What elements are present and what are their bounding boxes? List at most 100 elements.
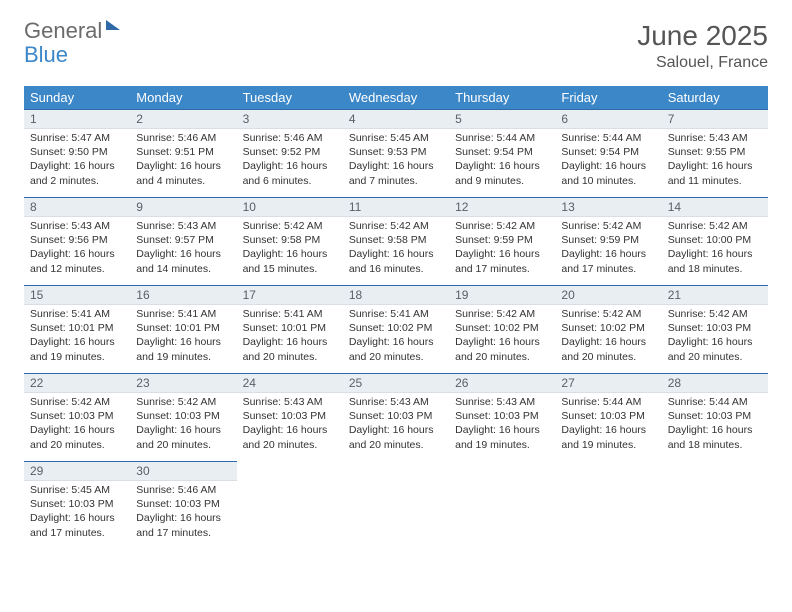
sunset-text: Sunset: 10:03 PM bbox=[349, 409, 443, 423]
sunrise-text: Sunrise: 5:42 AM bbox=[561, 307, 655, 321]
day-details: Sunrise: 5:44 AMSunset: 9:54 PMDaylight:… bbox=[449, 129, 555, 192]
calendar-day-cell bbox=[662, 462, 768, 550]
sunset-text: Sunset: 10:02 PM bbox=[349, 321, 443, 335]
sunrise-text: Sunrise: 5:46 AM bbox=[243, 131, 337, 145]
calendar-day-cell bbox=[449, 462, 555, 550]
day-details: Sunrise: 5:45 AMSunset: 10:03 PMDaylight… bbox=[24, 481, 130, 544]
sunset-text: Sunset: 9:51 PM bbox=[136, 145, 230, 159]
daylight-text: Daylight: 16 hours and 19 minutes. bbox=[561, 423, 655, 451]
daylight-text: Daylight: 16 hours and 17 minutes. bbox=[561, 247, 655, 275]
calendar-day-cell: 25Sunrise: 5:43 AMSunset: 10:03 PMDaylig… bbox=[343, 374, 449, 462]
sunset-text: Sunset: 10:01 PM bbox=[243, 321, 337, 335]
daylight-text: Daylight: 16 hours and 18 minutes. bbox=[668, 247, 762, 275]
calendar-day-cell: 5Sunrise: 5:44 AMSunset: 9:54 PMDaylight… bbox=[449, 110, 555, 198]
calendar-day-cell: 1Sunrise: 5:47 AMSunset: 9:50 PMDaylight… bbox=[24, 110, 130, 198]
sunset-text: Sunset: 10:02 PM bbox=[455, 321, 549, 335]
logo-line2: Blue bbox=[24, 42, 68, 68]
calendar-day-cell: 16Sunrise: 5:41 AMSunset: 10:01 PMDaylig… bbox=[130, 286, 236, 374]
day-details: Sunrise: 5:42 AMSunset: 10:03 PMDaylight… bbox=[130, 393, 236, 456]
day-details: Sunrise: 5:42 AMSunset: 9:58 PMDaylight:… bbox=[343, 217, 449, 280]
sunset-text: Sunset: 9:52 PM bbox=[243, 145, 337, 159]
calendar-week-row: 22Sunrise: 5:42 AMSunset: 10:03 PMDaylig… bbox=[24, 374, 768, 462]
day-details: Sunrise: 5:46 AMSunset: 9:52 PMDaylight:… bbox=[237, 129, 343, 192]
header: General June 2025 Salouel, France bbox=[24, 20, 768, 72]
calendar-week-row: 1Sunrise: 5:47 AMSunset: 9:50 PMDaylight… bbox=[24, 110, 768, 198]
day-number: 5 bbox=[449, 110, 555, 129]
daylight-text: Daylight: 16 hours and 19 minutes. bbox=[455, 423, 549, 451]
calendar-day-cell: 29Sunrise: 5:45 AMSunset: 10:03 PMDaylig… bbox=[24, 462, 130, 550]
sunset-text: Sunset: 10:03 PM bbox=[668, 409, 762, 423]
col-monday: Monday bbox=[130, 86, 236, 110]
day-number: 16 bbox=[130, 286, 236, 305]
day-number: 1 bbox=[24, 110, 130, 129]
daylight-text: Daylight: 16 hours and 14 minutes. bbox=[136, 247, 230, 275]
day-details: Sunrise: 5:42 AMSunset: 10:03 PMDaylight… bbox=[662, 305, 768, 368]
day-details: Sunrise: 5:43 AMSunset: 9:55 PMDaylight:… bbox=[662, 129, 768, 192]
sunrise-text: Sunrise: 5:42 AM bbox=[561, 219, 655, 233]
day-number: 14 bbox=[662, 198, 768, 217]
day-number: 23 bbox=[130, 374, 236, 393]
day-number: 20 bbox=[555, 286, 661, 305]
daylight-text: Daylight: 16 hours and 17 minutes. bbox=[455, 247, 549, 275]
calendar-table: Sunday Monday Tuesday Wednesday Thursday… bbox=[24, 86, 768, 550]
sunrise-text: Sunrise: 5:46 AM bbox=[136, 131, 230, 145]
calendar-day-cell bbox=[237, 462, 343, 550]
calendar-week-row: 29Sunrise: 5:45 AMSunset: 10:03 PMDaylig… bbox=[24, 462, 768, 550]
daylight-text: Daylight: 16 hours and 20 minutes. bbox=[455, 335, 549, 363]
daylight-text: Daylight: 16 hours and 20 minutes. bbox=[243, 423, 337, 451]
sunrise-text: Sunrise: 5:45 AM bbox=[349, 131, 443, 145]
day-number: 10 bbox=[237, 198, 343, 217]
day-number: 8 bbox=[24, 198, 130, 217]
day-number: 21 bbox=[662, 286, 768, 305]
sunrise-text: Sunrise: 5:42 AM bbox=[243, 219, 337, 233]
day-details: Sunrise: 5:45 AMSunset: 9:53 PMDaylight:… bbox=[343, 129, 449, 192]
daylight-text: Daylight: 16 hours and 19 minutes. bbox=[30, 335, 124, 363]
sunrise-text: Sunrise: 5:45 AM bbox=[30, 483, 124, 497]
sunrise-text: Sunrise: 5:44 AM bbox=[561, 395, 655, 409]
calendar-day-cell: 24Sunrise: 5:43 AMSunset: 10:03 PMDaylig… bbox=[237, 374, 343, 462]
daylight-text: Daylight: 16 hours and 15 minutes. bbox=[243, 247, 337, 275]
day-number: 24 bbox=[237, 374, 343, 393]
sunset-text: Sunset: 9:56 PM bbox=[30, 233, 124, 247]
day-details: Sunrise: 5:41 AMSunset: 10:01 PMDaylight… bbox=[130, 305, 236, 368]
calendar-week-row: 8Sunrise: 5:43 AMSunset: 9:56 PMDaylight… bbox=[24, 198, 768, 286]
daylight-text: Daylight: 16 hours and 2 minutes. bbox=[30, 159, 124, 187]
sunset-text: Sunset: 9:58 PM bbox=[243, 233, 337, 247]
sunset-text: Sunset: 10:03 PM bbox=[30, 409, 124, 423]
calendar-day-cell: 28Sunrise: 5:44 AMSunset: 10:03 PMDaylig… bbox=[662, 374, 768, 462]
calendar-day-cell bbox=[555, 462, 661, 550]
calendar-day-cell: 17Sunrise: 5:41 AMSunset: 10:01 PMDaylig… bbox=[237, 286, 343, 374]
sunset-text: Sunset: 9:57 PM bbox=[136, 233, 230, 247]
daylight-text: Daylight: 16 hours and 4 minutes. bbox=[136, 159, 230, 187]
day-number: 29 bbox=[24, 462, 130, 481]
daylight-text: Daylight: 16 hours and 17 minutes. bbox=[136, 511, 230, 539]
day-number: 6 bbox=[555, 110, 661, 129]
calendar-body: 1Sunrise: 5:47 AMSunset: 9:50 PMDaylight… bbox=[24, 110, 768, 550]
logo: General bbox=[24, 20, 120, 42]
day-details: Sunrise: 5:41 AMSunset: 10:01 PMDaylight… bbox=[24, 305, 130, 368]
day-number: 17 bbox=[237, 286, 343, 305]
sunset-text: Sunset: 9:50 PM bbox=[30, 145, 124, 159]
month-title: June 2025 bbox=[637, 20, 768, 52]
day-details: Sunrise: 5:42 AMSunset: 10:02 PMDaylight… bbox=[449, 305, 555, 368]
col-tuesday: Tuesday bbox=[237, 86, 343, 110]
calendar-week-row: 15Sunrise: 5:41 AMSunset: 10:01 PMDaylig… bbox=[24, 286, 768, 374]
day-details: Sunrise: 5:43 AMSunset: 9:57 PMDaylight:… bbox=[130, 217, 236, 280]
daylight-text: Daylight: 16 hours and 20 minutes. bbox=[561, 335, 655, 363]
daylight-text: Daylight: 16 hours and 20 minutes. bbox=[349, 335, 443, 363]
calendar-day-cell: 22Sunrise: 5:42 AMSunset: 10:03 PMDaylig… bbox=[24, 374, 130, 462]
day-details: Sunrise: 5:42 AMSunset: 9:59 PMDaylight:… bbox=[555, 217, 661, 280]
day-number: 7 bbox=[662, 110, 768, 129]
daylight-text: Daylight: 16 hours and 18 minutes. bbox=[668, 423, 762, 451]
day-details: Sunrise: 5:42 AMSunset: 9:58 PMDaylight:… bbox=[237, 217, 343, 280]
sunrise-text: Sunrise: 5:44 AM bbox=[668, 395, 762, 409]
sunset-text: Sunset: 9:59 PM bbox=[561, 233, 655, 247]
sunset-text: Sunset: 10:03 PM bbox=[243, 409, 337, 423]
sunrise-text: Sunrise: 5:42 AM bbox=[455, 307, 549, 321]
sunrise-text: Sunrise: 5:43 AM bbox=[349, 395, 443, 409]
calendar-day-cell: 27Sunrise: 5:44 AMSunset: 10:03 PMDaylig… bbox=[555, 374, 661, 462]
calendar-day-cell: 2Sunrise: 5:46 AMSunset: 9:51 PMDaylight… bbox=[130, 110, 236, 198]
sunset-text: Sunset: 10:03 PM bbox=[136, 497, 230, 511]
sunrise-text: Sunrise: 5:41 AM bbox=[349, 307, 443, 321]
sunrise-text: Sunrise: 5:46 AM bbox=[136, 483, 230, 497]
